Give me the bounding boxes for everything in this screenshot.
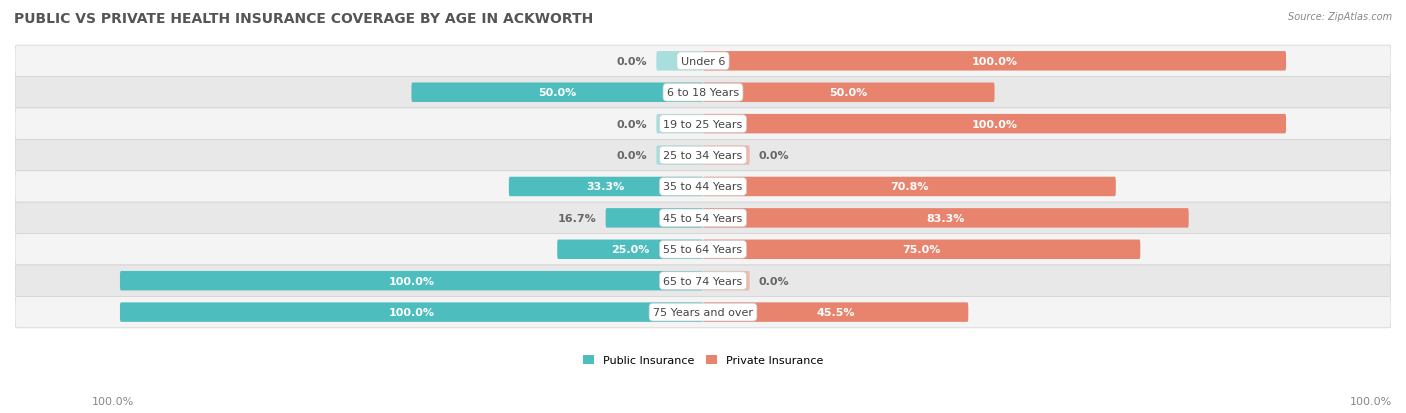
FancyBboxPatch shape	[15, 140, 1391, 171]
Text: 50.0%: 50.0%	[538, 88, 576, 98]
Text: Under 6: Under 6	[681, 57, 725, 66]
Text: 45.5%: 45.5%	[817, 307, 855, 317]
Text: 50.0%: 50.0%	[830, 88, 868, 98]
Text: 75.0%: 75.0%	[903, 244, 941, 255]
Text: 6 to 18 Years: 6 to 18 Years	[666, 88, 740, 98]
Text: 100.0%: 100.0%	[972, 57, 1018, 66]
Text: 45 to 54 Years: 45 to 54 Years	[664, 214, 742, 223]
Text: 16.7%: 16.7%	[558, 214, 598, 223]
FancyBboxPatch shape	[15, 109, 1391, 140]
Text: 75 Years and over: 75 Years and over	[652, 307, 754, 317]
Text: 25 to 34 Years: 25 to 34 Years	[664, 151, 742, 161]
Text: 35 to 44 Years: 35 to 44 Years	[664, 182, 742, 192]
Text: 100.0%: 100.0%	[1350, 396, 1392, 406]
FancyBboxPatch shape	[703, 240, 1140, 259]
Text: 83.3%: 83.3%	[927, 214, 965, 223]
FancyBboxPatch shape	[15, 77, 1391, 109]
FancyBboxPatch shape	[703, 177, 1116, 197]
Text: 65 to 74 Years: 65 to 74 Years	[664, 276, 742, 286]
Text: 19 to 25 Years: 19 to 25 Years	[664, 119, 742, 129]
FancyBboxPatch shape	[657, 146, 703, 165]
Text: 25.0%: 25.0%	[612, 244, 650, 255]
FancyBboxPatch shape	[15, 171, 1391, 203]
Text: PUBLIC VS PRIVATE HEALTH INSURANCE COVERAGE BY AGE IN ACKWORTH: PUBLIC VS PRIVATE HEALTH INSURANCE COVER…	[14, 12, 593, 26]
FancyBboxPatch shape	[703, 303, 969, 322]
FancyBboxPatch shape	[15, 297, 1391, 328]
Text: 100.0%: 100.0%	[91, 396, 134, 406]
Text: 70.8%: 70.8%	[890, 182, 928, 192]
Text: 0.0%: 0.0%	[758, 151, 789, 161]
Text: 0.0%: 0.0%	[758, 276, 789, 286]
FancyBboxPatch shape	[120, 271, 703, 291]
Legend: Public Insurance, Private Insurance: Public Insurance, Private Insurance	[579, 351, 827, 370]
FancyBboxPatch shape	[557, 240, 703, 259]
FancyBboxPatch shape	[657, 115, 703, 134]
Text: 0.0%: 0.0%	[617, 151, 648, 161]
FancyBboxPatch shape	[703, 83, 994, 103]
Text: 100.0%: 100.0%	[388, 307, 434, 317]
FancyBboxPatch shape	[703, 115, 1286, 134]
FancyBboxPatch shape	[703, 52, 1286, 71]
FancyBboxPatch shape	[657, 52, 703, 71]
FancyBboxPatch shape	[703, 209, 1188, 228]
FancyBboxPatch shape	[703, 271, 749, 291]
Text: 100.0%: 100.0%	[972, 119, 1018, 129]
FancyBboxPatch shape	[509, 177, 703, 197]
FancyBboxPatch shape	[120, 303, 703, 322]
FancyBboxPatch shape	[15, 203, 1391, 234]
Text: 55 to 64 Years: 55 to 64 Years	[664, 244, 742, 255]
Text: Source: ZipAtlas.com: Source: ZipAtlas.com	[1288, 12, 1392, 22]
FancyBboxPatch shape	[15, 234, 1391, 265]
Text: 100.0%: 100.0%	[388, 276, 434, 286]
Text: 33.3%: 33.3%	[586, 182, 626, 192]
FancyBboxPatch shape	[412, 83, 703, 103]
FancyBboxPatch shape	[703, 146, 749, 165]
Text: 0.0%: 0.0%	[617, 119, 648, 129]
FancyBboxPatch shape	[606, 209, 703, 228]
Text: 0.0%: 0.0%	[617, 57, 648, 66]
FancyBboxPatch shape	[15, 265, 1391, 297]
FancyBboxPatch shape	[15, 46, 1391, 77]
